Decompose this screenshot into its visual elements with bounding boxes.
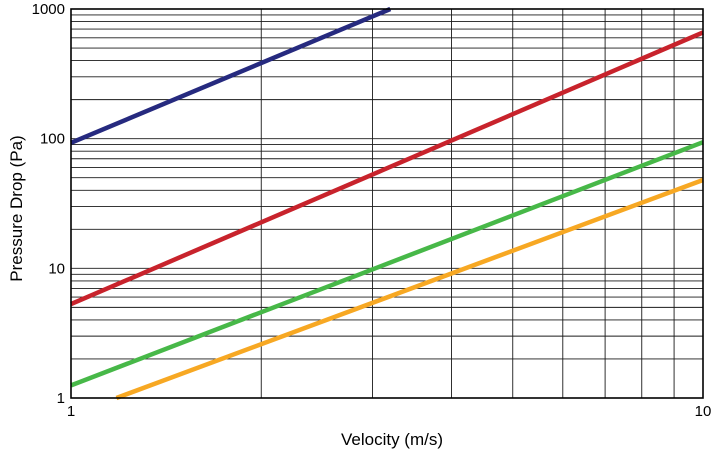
x-axis-label: Velocity (m/s): [341, 430, 443, 449]
plot-frame: [70, 8, 704, 399]
x-tick-label: 1: [67, 403, 75, 420]
grid: [71, 9, 703, 398]
y-axis-label: Pressure Drop (Pa): [7, 135, 26, 281]
series-lines: [70, 6, 704, 401]
y-tick-label: 100: [40, 131, 65, 148]
tick-labels: 1 10 100 1000 1 10: [32, 1, 712, 420]
series-line-3: [70, 140, 704, 388]
series-line-2: [70, 30, 704, 307]
y-tick-label: 1: [57, 390, 65, 407]
y-tick-label: 1000: [32, 1, 65, 18]
series-line-4: [115, 177, 704, 401]
series-line-1: [70, 6, 392, 145]
x-tick-label: 10: [695, 403, 712, 420]
y-tick-label: 10: [48, 260, 65, 277]
